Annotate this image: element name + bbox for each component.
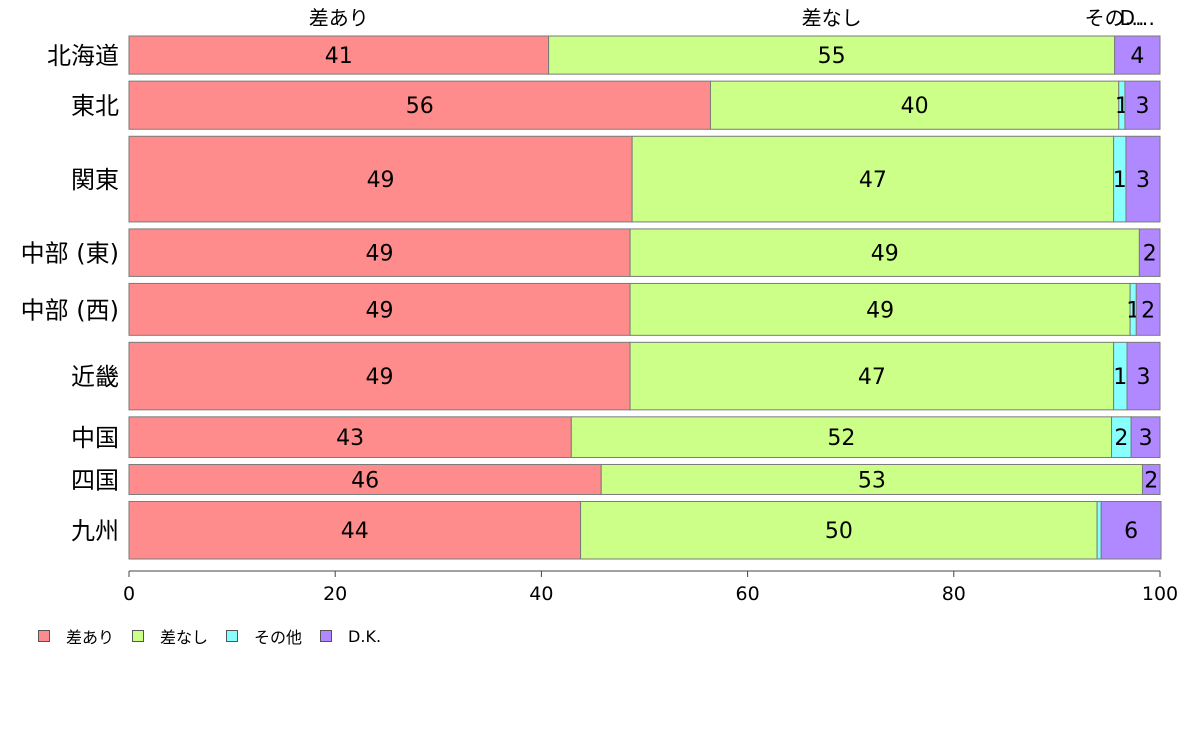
data-label: 49 bbox=[871, 242, 899, 267]
data-label: 49 bbox=[366, 365, 394, 390]
category-label: 関東 bbox=[71, 166, 119, 194]
data-label: 46 bbox=[351, 468, 379, 493]
bar-segment bbox=[570, 416, 1113, 458]
data-label: 50 bbox=[825, 519, 853, 544]
category-label: 中部 (東) bbox=[21, 240, 119, 268]
data-label: 2 bbox=[1114, 426, 1128, 451]
bar-segment bbox=[1135, 282, 1161, 336]
category-label: 近畿 bbox=[71, 363, 119, 391]
data-label: 4 bbox=[1130, 44, 1144, 69]
data-label: 56 bbox=[406, 94, 434, 119]
x-tick-label: 80 bbox=[942, 583, 966, 605]
data-label: 1 bbox=[1113, 168, 1127, 193]
data-label: 3 bbox=[1137, 365, 1151, 390]
legend-item-sonota: その他 bbox=[226, 624, 302, 648]
legend-swatch-dk bbox=[320, 630, 333, 642]
x-tick-label: 20 bbox=[323, 583, 347, 605]
data-label: 55 bbox=[818, 44, 846, 69]
top-series-label: 差なし bbox=[802, 6, 862, 30]
legend: 差あり 差なし その他 D.K. bbox=[38, 624, 399, 648]
category-label: 九州 bbox=[71, 517, 119, 545]
bar-segment bbox=[709, 80, 1120, 130]
legend-label-sa-nashi: 差なし bbox=[160, 628, 209, 647]
bar-segment bbox=[629, 341, 1115, 411]
x-axis: 0 20 40 60 80 100 bbox=[123, 570, 1178, 605]
bar-segment bbox=[128, 228, 631, 277]
bar-segment bbox=[128, 416, 572, 458]
data-label: 3 bbox=[1135, 94, 1149, 119]
data-label: 1 bbox=[1113, 365, 1127, 390]
bar-segment bbox=[629, 228, 1140, 277]
category-label: 中部 (西) bbox=[21, 296, 119, 324]
category-label: 中国 bbox=[71, 424, 119, 452]
legend-swatch-sonota bbox=[226, 630, 239, 642]
data-label: 47 bbox=[858, 365, 886, 390]
bar-segment bbox=[128, 463, 602, 495]
data-label: 41 bbox=[325, 44, 353, 69]
top-series-label: その… bbox=[1085, 6, 1145, 30]
bar-segment bbox=[1130, 416, 1161, 458]
top-series-label: 差あり bbox=[309, 6, 369, 30]
data-label: 49 bbox=[866, 298, 894, 323]
bar-segment bbox=[1100, 500, 1162, 560]
legend-label-sonota: その他 bbox=[254, 628, 303, 647]
bar-segment bbox=[128, 35, 550, 75]
legend-swatch-sa-nashi bbox=[132, 630, 145, 642]
bar-segment bbox=[128, 341, 631, 411]
top-series-labels: 差あり 差なし その…D… bbox=[309, 6, 1155, 30]
bar-segment bbox=[128, 282, 631, 336]
bar-segment bbox=[1126, 341, 1161, 411]
bar-segment bbox=[629, 282, 1131, 336]
legend-label-dk: D.K. bbox=[348, 626, 382, 646]
data-label: 2 bbox=[1143, 242, 1157, 267]
category-label: 四国 bbox=[71, 466, 119, 494]
bar-segment bbox=[1138, 228, 1161, 277]
data-label: 3 bbox=[1136, 168, 1150, 193]
legend-item-sa-ari: 差あり bbox=[38, 624, 114, 648]
x-tick-label: 60 bbox=[736, 583, 760, 605]
bar-segment bbox=[1125, 135, 1161, 223]
data-label: 52 bbox=[827, 426, 855, 451]
bar-segment bbox=[600, 463, 1143, 495]
data-label: 49 bbox=[366, 298, 394, 323]
bar-segment bbox=[1141, 463, 1161, 495]
category-label: 北海道 bbox=[47, 42, 119, 70]
top-series-label: D… bbox=[1120, 6, 1155, 30]
bar-segment bbox=[1096, 500, 1102, 560]
data-label: 2 bbox=[1141, 298, 1155, 323]
legend-swatch-sa-ari bbox=[38, 630, 50, 642]
data-label: 49 bbox=[367, 168, 395, 193]
data-label: 2 bbox=[1144, 468, 1158, 493]
bar-segment bbox=[128, 80, 711, 130]
legend-item-dk: D.K. bbox=[320, 627, 381, 646]
data-label: 43 bbox=[336, 426, 364, 451]
x-tick-label: 0 bbox=[123, 583, 135, 605]
bar-segment bbox=[1114, 35, 1161, 75]
x-tick-label: 100 bbox=[1142, 583, 1178, 605]
data-label: 47 bbox=[859, 168, 887, 193]
bar-segment bbox=[631, 135, 1115, 223]
legend-label-sa-ari: 差あり bbox=[66, 628, 115, 647]
data-label: 44 bbox=[341, 519, 369, 544]
x-tick-label: 40 bbox=[529, 583, 553, 605]
data-label: 3 bbox=[1139, 426, 1153, 451]
category-label: 東北 bbox=[71, 92, 119, 120]
data-label: 40 bbox=[901, 94, 929, 119]
data-label: 53 bbox=[858, 468, 886, 493]
legend-item-sa-nashi: 差なし bbox=[132, 624, 208, 648]
data-label: 49 bbox=[366, 242, 394, 267]
bar-segment bbox=[1124, 80, 1161, 130]
bars-group: 41 55 456 40 1 349 47 1 349 49 249 49 1 249 47 1 343 52 2 3… bbox=[128, 35, 1162, 560]
data-label: 6 bbox=[1124, 519, 1138, 544]
